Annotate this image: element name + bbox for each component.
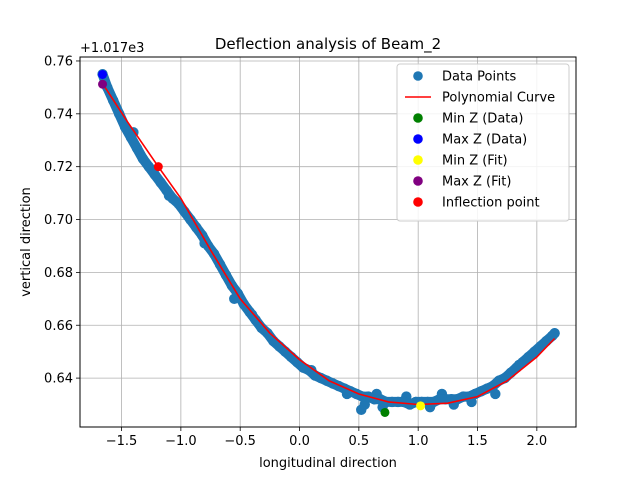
- plot-frame: [79, 56, 577, 428]
- y-tick-label: 0.70: [44, 213, 73, 228]
- x-tick-label: 2.0: [526, 434, 547, 449]
- x-tick-label: 0.0: [289, 434, 310, 449]
- data-point: [359, 399, 370, 410]
- legend-marker-swatch: [413, 71, 423, 81]
- polynomial-curve: [101, 82, 556, 406]
- y-tick-label: 0.66: [44, 319, 73, 334]
- x-axis-ticks: −1.5 −1.0 −0.5 0.0 0.5 1.0 1.5 2.0: [106, 427, 547, 449]
- y-tick-label: 0.74: [44, 107, 73, 122]
- legend-marker-swatch: [413, 197, 423, 207]
- y-tick-label: 0.68: [44, 266, 73, 281]
- x-tick-label: 1.5: [467, 434, 488, 449]
- x-axis-label: longitudinal direction: [259, 456, 397, 471]
- legend-marker-swatch: [413, 155, 423, 165]
- min-z-data-marker: [380, 407, 390, 417]
- legend-label: Min Z (Fit): [442, 154, 508, 169]
- max-z-fit-marker: [98, 79, 108, 89]
- inflection-point-marker: [153, 162, 163, 172]
- legend-label: Max Z (Data): [442, 133, 527, 148]
- legend-box: [396, 63, 570, 222]
- legend: Data Points Polynomial Curve Min Z (Data) M…: [396, 63, 570, 222]
- legend-label: Data Points: [442, 70, 516, 85]
- max-z-data-marker: [98, 69, 108, 79]
- x-tick-label: −1.0: [165, 434, 197, 449]
- y-tick-label: 0.64: [44, 372, 73, 387]
- x-tick-label: 1.0: [408, 434, 429, 449]
- legend-marker-swatch: [413, 134, 423, 144]
- y-axis-ticks: 0.64 0.66 0.68 0.70 0.72 0.74 0.76: [44, 54, 80, 387]
- x-tick-label: 0.5: [349, 434, 370, 449]
- min-z-fit-marker: [416, 401, 426, 411]
- legend-marker-swatch: [413, 176, 423, 186]
- x-tick-label: −0.5: [224, 434, 256, 449]
- y-axis-offset-label: +1.017e3: [80, 41, 144, 56]
- y-tick-label: 0.72: [44, 160, 73, 175]
- y-axis-label: vertical direction: [19, 187, 34, 297]
- chart-title: Deflection analysis of Beam_2: [215, 35, 441, 54]
- data-band-segment: [547, 328, 560, 341]
- legend-label: Max Z (Fit): [442, 175, 511, 190]
- y-tick-label: 0.76: [44, 54, 73, 69]
- x-tick-label: −1.5: [106, 434, 138, 449]
- legend-label: Inflection point: [442, 196, 540, 211]
- legend-marker-swatch: [413, 113, 423, 123]
- series-layer: [97, 68, 560, 417]
- legend-label: Polynomial Curve: [442, 91, 555, 106]
- legend-label: Min Z (Data): [442, 112, 523, 127]
